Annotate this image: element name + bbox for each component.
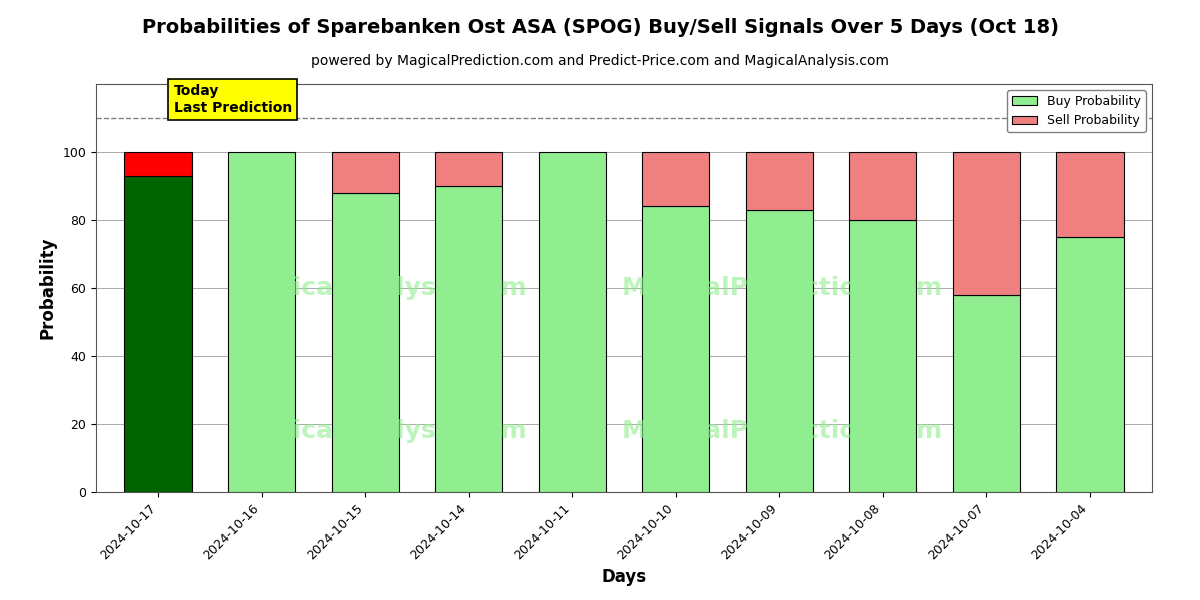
Bar xyxy=(1056,237,1123,492)
Bar xyxy=(953,152,1020,295)
Bar xyxy=(331,152,398,193)
Bar xyxy=(850,152,917,220)
Bar xyxy=(436,152,503,186)
Bar xyxy=(331,193,398,492)
Bar xyxy=(953,295,1020,492)
Bar xyxy=(745,210,812,492)
Bar xyxy=(745,152,812,210)
Bar xyxy=(125,152,192,176)
Text: MagicalAnalysis.com: MagicalAnalysis.com xyxy=(234,276,528,300)
Bar xyxy=(642,206,709,492)
Text: Probabilities of Sparebanken Ost ASA (SPOG) Buy/Sell Signals Over 5 Days (Oct 18: Probabilities of Sparebanken Ost ASA (SP… xyxy=(142,18,1058,37)
Bar xyxy=(850,220,917,492)
Text: powered by MagicalPrediction.com and Predict-Price.com and MagicalAnalysis.com: powered by MagicalPrediction.com and Pre… xyxy=(311,54,889,68)
Bar xyxy=(436,186,503,492)
X-axis label: Days: Days xyxy=(601,568,647,586)
Text: MagicalAnalysis.com: MagicalAnalysis.com xyxy=(234,419,528,443)
Y-axis label: Probability: Probability xyxy=(38,237,56,339)
Bar xyxy=(642,152,709,206)
Bar xyxy=(228,152,295,492)
Legend: Buy Probability, Sell Probability: Buy Probability, Sell Probability xyxy=(1007,90,1146,133)
Bar xyxy=(1056,152,1123,237)
Text: MagicalPrediction.com: MagicalPrediction.com xyxy=(622,276,943,300)
Text: Today
Last Prediction: Today Last Prediction xyxy=(174,85,292,115)
Text: MagicalPrediction.com: MagicalPrediction.com xyxy=(622,419,943,443)
Bar xyxy=(125,176,192,492)
Bar xyxy=(539,152,606,492)
